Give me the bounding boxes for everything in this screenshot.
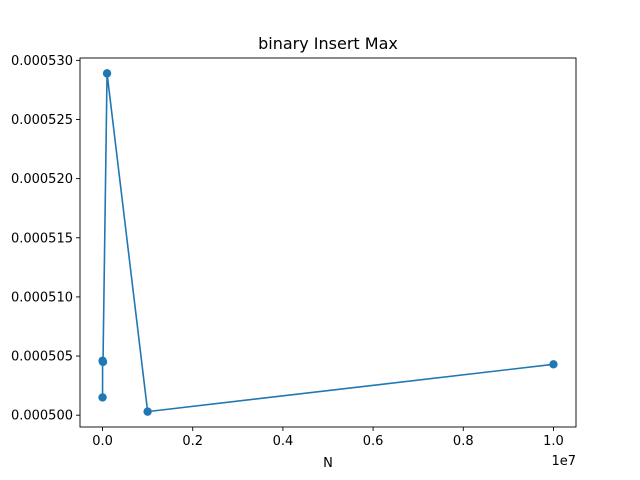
data-point: [143, 407, 152, 416]
data-point: [98, 357, 108, 367]
x-tick-label: 0.4: [273, 434, 294, 449]
y-tick-label: 0.000500: [11, 409, 73, 424]
y-tick-label: 0.000505: [11, 350, 73, 365]
x-tick-label: 0.8: [453, 434, 474, 449]
y-tick-label: 0.000530: [11, 54, 73, 69]
y-tick-label: 0.000520: [11, 172, 73, 187]
data-point: [549, 360, 558, 369]
data-point: [98, 393, 107, 402]
x-tick-label: 0.6: [363, 434, 384, 449]
y-tick-label: 0.000525: [11, 113, 73, 128]
x-tick-label: 1.0: [543, 434, 564, 449]
plot-frame: [79, 57, 577, 428]
series-line: [101, 72, 554, 413]
chart-title: binary Insert Max: [258, 34, 398, 53]
x-axis-label: N: [323, 456, 333, 471]
y-tick-label: 0.000515: [11, 231, 73, 246]
y-tick-label: 0.000510: [11, 290, 73, 305]
x-tick-label: 0.2: [182, 434, 203, 449]
x-tick-label: 0.0: [92, 434, 113, 449]
plot-area: 0.0 0.2 0.4 0.6 0.8 1.0 0.000500 0.000505 0.0005…: [11, 54, 577, 449]
data-point: [102, 69, 112, 78]
x-axis-offset-label: 1e7: [551, 454, 576, 469]
